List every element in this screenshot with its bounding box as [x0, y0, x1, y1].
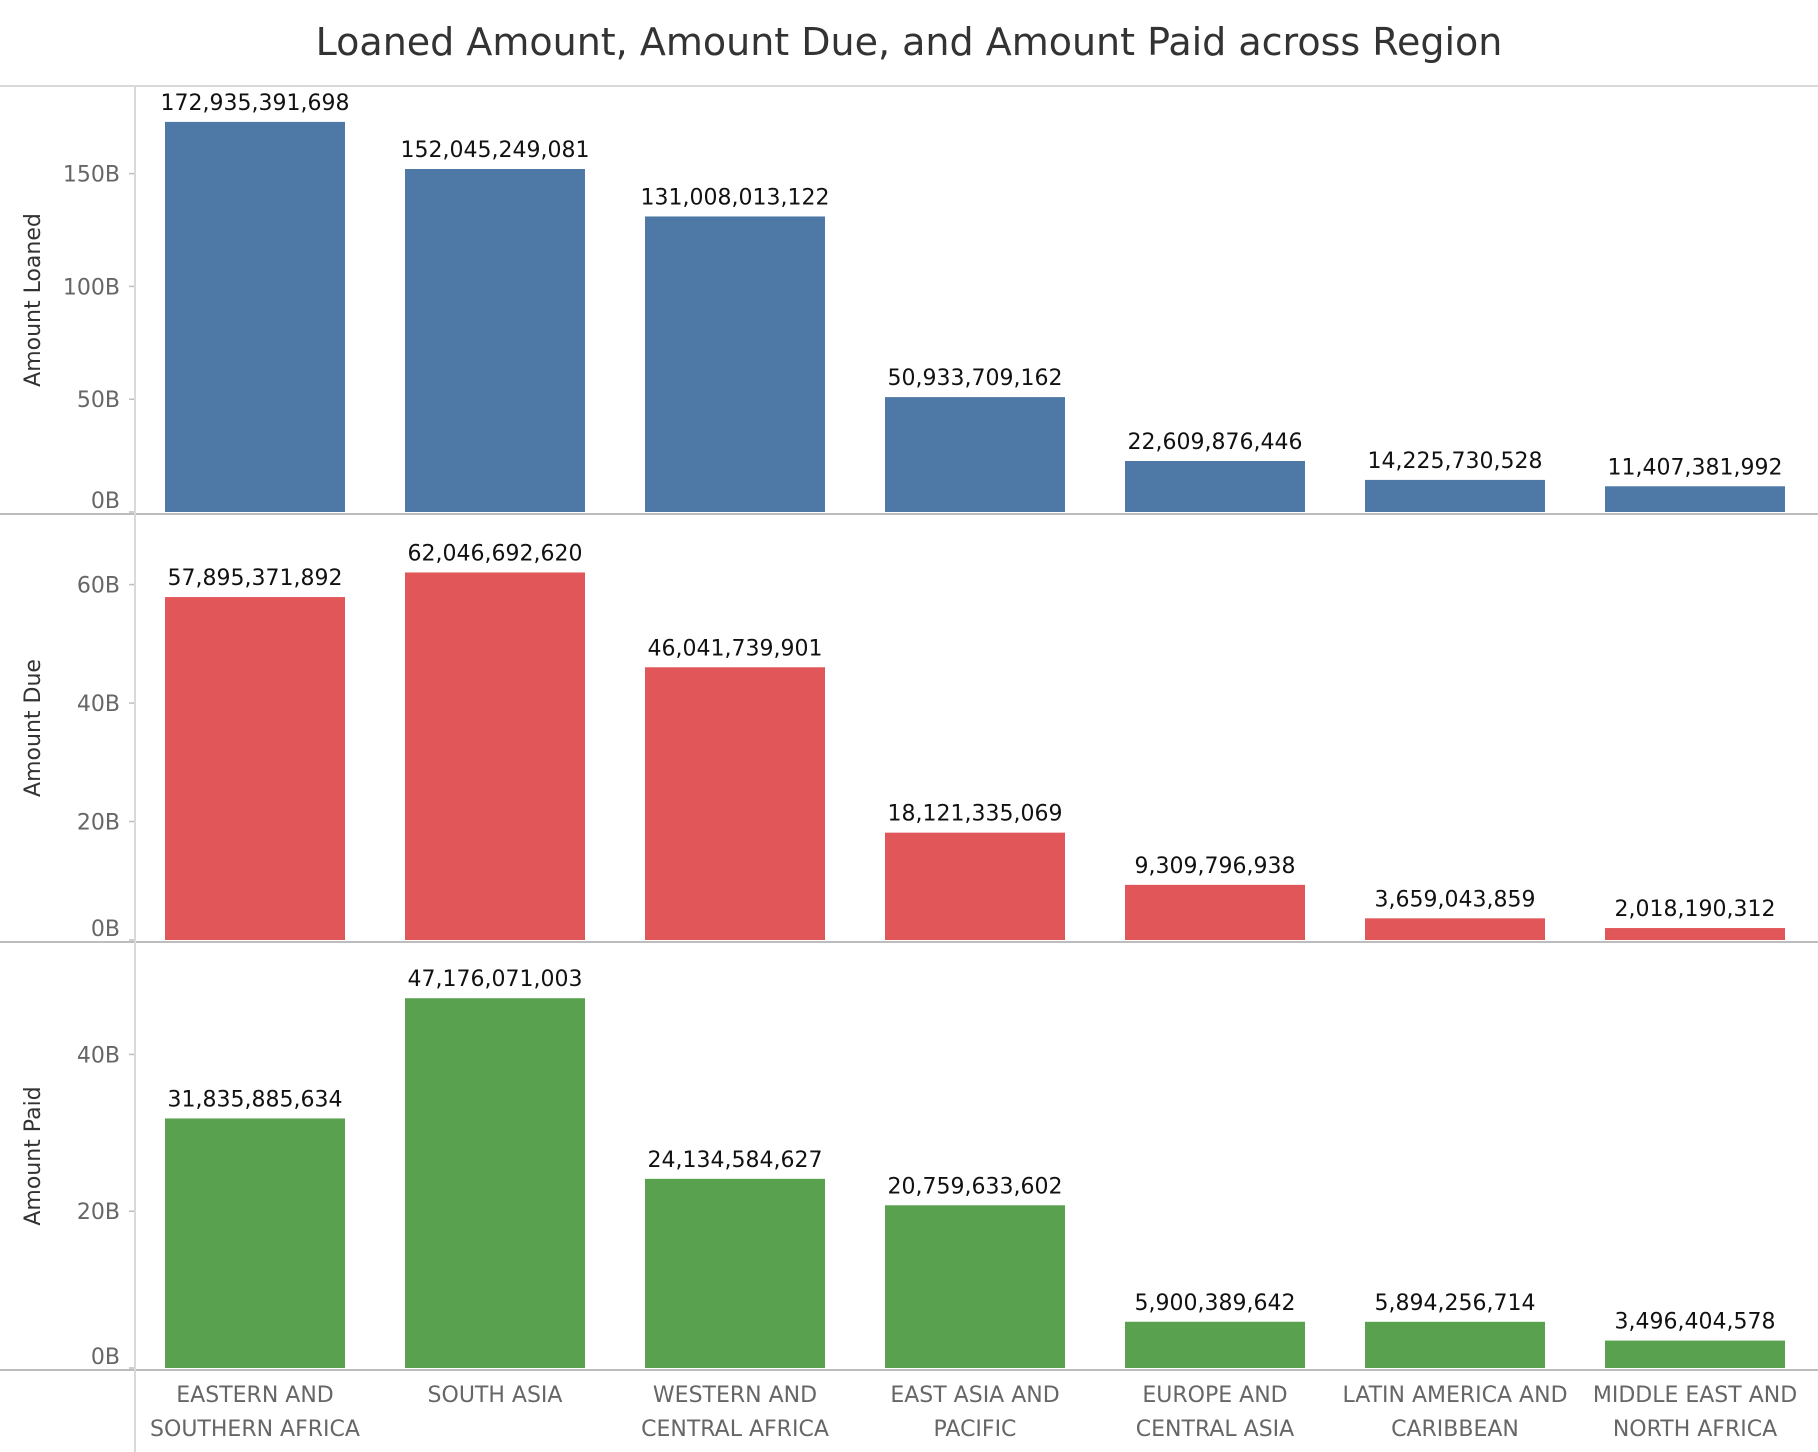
bar[interactable]: [165, 1118, 345, 1368]
data-label: 24,134,584,627: [648, 1148, 823, 1173]
y-tick-label: 60B: [77, 574, 120, 599]
bar[interactable]: [645, 216, 825, 513]
x-tick-label-line: LATIN AMERICA AND: [1342, 1383, 1567, 1408]
y-axis-label: Amount Paid: [21, 1086, 46, 1225]
bar[interactable]: [1365, 479, 1545, 512]
data-label: 57,895,371,892: [168, 566, 343, 591]
data-label: 20,759,633,602: [888, 1174, 1063, 1199]
data-label: 3,659,043,859: [1375, 887, 1536, 912]
x-tick-label: LATIN AMERICA AND CARIBBEAN: [1342, 1383, 1567, 1442]
y-tick-label: 20B: [77, 1200, 120, 1225]
data-label: 31,835,885,634: [168, 1087, 343, 1112]
x-tick-label-line: WESTERN AND: [653, 1383, 817, 1408]
y-tick-label: 150B: [63, 163, 120, 188]
data-label: 11,407,381,992: [1608, 455, 1783, 480]
bar[interactable]: [885, 1205, 1065, 1368]
x-tick-label-line: SOUTH ASIA: [428, 1383, 563, 1408]
x-tick-label-line: MIDDLE EAST AND: [1593, 1383, 1797, 1408]
x-tick-label-line: CARIBBEAN: [1391, 1417, 1519, 1442]
y-axis-label: Amount Loaned: [21, 213, 46, 387]
data-label: 9,309,796,938: [1135, 854, 1296, 879]
x-tick-label: EUROPE AND CENTRAL ASIA: [1136, 1383, 1294, 1442]
y-axis-label: Amount Due: [21, 659, 46, 797]
bar[interactable]: [405, 998, 585, 1368]
x-tick-label-line: EAST ASIA AND: [890, 1383, 1059, 1408]
x-tick-label-line: SOUTHERN AFRICA: [150, 1417, 360, 1442]
bar[interactable]: [165, 121, 345, 513]
bar[interactable]: [1365, 1321, 1545, 1368]
bar[interactable]: [1125, 884, 1305, 940]
y-tick-label: 40B: [77, 692, 120, 717]
bar[interactable]: [1605, 928, 1785, 940]
data-label: 18,121,335,069: [888, 802, 1063, 827]
bar[interactable]: [405, 169, 585, 512]
y-tick-label: 20B: [77, 811, 120, 836]
data-label: 22,609,876,446: [1128, 430, 1303, 455]
chart-title: Loaned Amount, Amount Due, and Amount Pa…: [316, 20, 1503, 64]
x-tick-label: EASTERN AND SOUTHERN AFRICA: [150, 1383, 360, 1442]
data-label: 3,496,404,578: [1615, 1310, 1776, 1335]
data-label: 5,894,256,714: [1375, 1291, 1536, 1316]
x-tick-label: SOUTH ASIA: [428, 1383, 563, 1408]
bar[interactable]: [1125, 1321, 1305, 1368]
y-tick-label: 100B: [63, 275, 120, 300]
data-label: 152,045,249,081: [401, 138, 590, 163]
x-tick-label-line: PACIFIC: [934, 1417, 1017, 1442]
panels: 0B 50B 100B 150B Amount Loaned 172,935,391,69…: [0, 91, 1818, 1371]
x-tick-label-line: CENTRAL AFRICA: [641, 1417, 829, 1442]
panel-amount-due: 0B 20B 40B 60B Amount Due 57,895,371,892 62,04…: [0, 541, 1818, 943]
x-tick-label-line: EASTERN AND: [176, 1383, 333, 1408]
y-tick-label: 0B: [91, 489, 120, 514]
bar[interactable]: [1365, 918, 1545, 940]
data-label: 50,933,709,162: [888, 366, 1063, 391]
bar[interactable]: [885, 397, 1065, 512]
data-label: 2,018,190,312: [1615, 897, 1776, 922]
data-label: 172,935,391,698: [161, 91, 350, 116]
x-tick-label: EAST ASIA AND PACIFIC: [890, 1383, 1059, 1442]
bar[interactable]: [1605, 486, 1785, 512]
panel-amount-paid: 0B 20B 40B Amount Paid 31,835,885,634 47,176,…: [0, 967, 1818, 1371]
y-tick-label: 50B: [77, 388, 120, 413]
bar[interactable]: [165, 597, 345, 940]
data-label: 62,046,692,620: [408, 541, 583, 566]
bar[interactable]: [885, 832, 1065, 940]
panel-amount-loaned: 0B 50B 100B 150B Amount Loaned 172,935,391,69…: [0, 91, 1818, 515]
data-label: 47,176,071,003: [408, 967, 583, 992]
x-tick-label-line: CENTRAL ASIA: [1136, 1417, 1294, 1442]
data-label: 5,900,389,642: [1135, 1291, 1296, 1316]
y-tick-label: 0B: [91, 1345, 120, 1370]
x-tick-label: WESTERN AND CENTRAL AFRICA: [641, 1383, 829, 1442]
bar[interactable]: [1605, 1340, 1785, 1368]
x-axis: EASTERN AND SOUTHERN AFRICA SOUTH ASIA WEST…: [150, 1383, 1797, 1442]
x-tick-label-line: NORTH AFRICA: [1613, 1417, 1777, 1442]
bar[interactable]: [405, 572, 585, 940]
data-label: 46,041,739,901: [648, 636, 823, 661]
y-tick-label: 0B: [91, 917, 120, 942]
bar[interactable]: [645, 667, 825, 940]
data-label: 14,225,730,528: [1368, 449, 1543, 474]
x-tick-label: MIDDLE EAST AND NORTH AFRICA: [1593, 1383, 1797, 1442]
x-tick-label-line: EUROPE AND: [1142, 1383, 1287, 1408]
data-label: 131,008,013,122: [641, 185, 830, 210]
bar[interactable]: [645, 1178, 825, 1368]
y-tick-label: 40B: [77, 1043, 120, 1068]
bar[interactable]: [1125, 460, 1305, 512]
